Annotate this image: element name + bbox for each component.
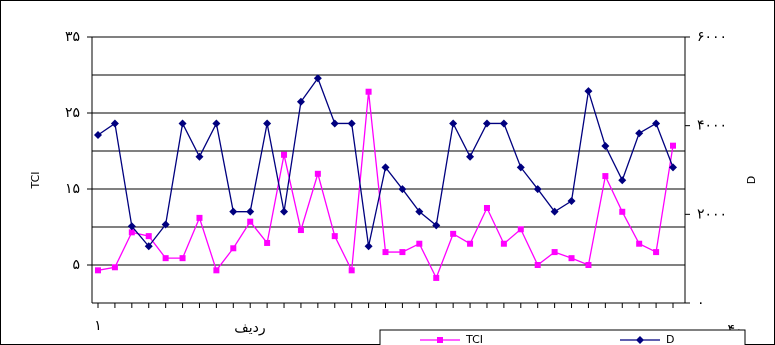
marker — [618, 176, 627, 185]
marker — [364, 242, 373, 251]
marker — [331, 233, 338, 240]
marker — [533, 185, 542, 194]
marker — [144, 242, 153, 251]
y-tick-label: ۲۵ — [65, 105, 80, 121]
marker — [196, 214, 203, 221]
marker — [246, 207, 255, 216]
marker — [281, 151, 288, 158]
marker — [213, 267, 220, 274]
marker — [95, 267, 101, 274]
legend-label: TCI — [465, 333, 483, 345]
marker — [467, 240, 474, 247]
marker — [466, 152, 475, 161]
marker — [416, 240, 423, 247]
marker — [449, 119, 458, 128]
marker — [482, 119, 491, 128]
marker — [433, 274, 440, 281]
marker — [652, 119, 661, 128]
marker — [516, 163, 525, 172]
marker — [619, 208, 626, 215]
y2-tick-label: ۴۰۰۰ — [697, 118, 727, 134]
marker — [550, 207, 559, 216]
marker — [653, 249, 660, 256]
y2-axis-title: D — [745, 176, 758, 184]
legend-label: D — [666, 333, 674, 345]
marker — [280, 207, 289, 216]
marker — [551, 249, 558, 256]
marker — [296, 97, 305, 106]
marker — [601, 142, 610, 151]
marker — [567, 197, 576, 206]
marker — [585, 262, 592, 268]
marker — [94, 130, 102, 139]
y2-tick-label: ۶۰۰۰ — [697, 29, 727, 45]
marker — [347, 119, 356, 128]
marker — [195, 152, 204, 161]
marker — [110, 119, 119, 128]
marker — [635, 129, 644, 138]
marker — [111, 264, 118, 271]
marker — [483, 205, 490, 211]
marker — [415, 207, 424, 216]
marker — [534, 262, 541, 268]
marker — [450, 230, 457, 237]
y2-tick-label: ۲۰۰۰ — [697, 206, 727, 222]
marker — [145, 233, 152, 240]
y-tick-label: ۱۵ — [65, 181, 80, 197]
marker — [602, 173, 609, 180]
marker — [314, 170, 321, 177]
marker — [313, 74, 322, 83]
legend-marker — [636, 336, 644, 344]
legend-marker — [437, 337, 443, 343]
x-axis-title: ردیف — [234, 320, 265, 336]
marker — [398, 185, 407, 194]
marker — [500, 240, 507, 247]
marker — [127, 222, 136, 231]
marker — [584, 87, 593, 96]
marker — [162, 255, 169, 262]
marker — [365, 88, 372, 95]
marker — [499, 119, 508, 128]
marker — [247, 218, 254, 225]
marker — [568, 255, 575, 262]
marker — [229, 207, 238, 216]
marker — [263, 119, 272, 128]
marker — [636, 240, 643, 247]
x-tick-label: ۱ — [94, 318, 102, 334]
y2-tick-label: ۰ — [697, 295, 705, 311]
marker — [517, 226, 524, 233]
y-tick-label: ۵ — [72, 257, 80, 273]
marker — [330, 119, 339, 128]
marker — [381, 163, 390, 172]
marker — [179, 255, 186, 262]
marker — [399, 249, 406, 256]
marker — [264, 239, 271, 246]
marker — [212, 119, 221, 128]
legend-box — [379, 329, 746, 345]
marker — [669, 163, 677, 172]
marker — [178, 119, 187, 128]
marker — [348, 267, 355, 274]
marker — [128, 229, 135, 236]
marker — [297, 227, 304, 234]
y-tick-label: ۳۵ — [65, 29, 80, 45]
y-axis-title: TCI — [29, 172, 42, 190]
marker — [432, 221, 441, 230]
marker — [382, 249, 389, 256]
marker — [230, 245, 237, 252]
marker — [161, 220, 170, 229]
marker — [670, 142, 676, 149]
